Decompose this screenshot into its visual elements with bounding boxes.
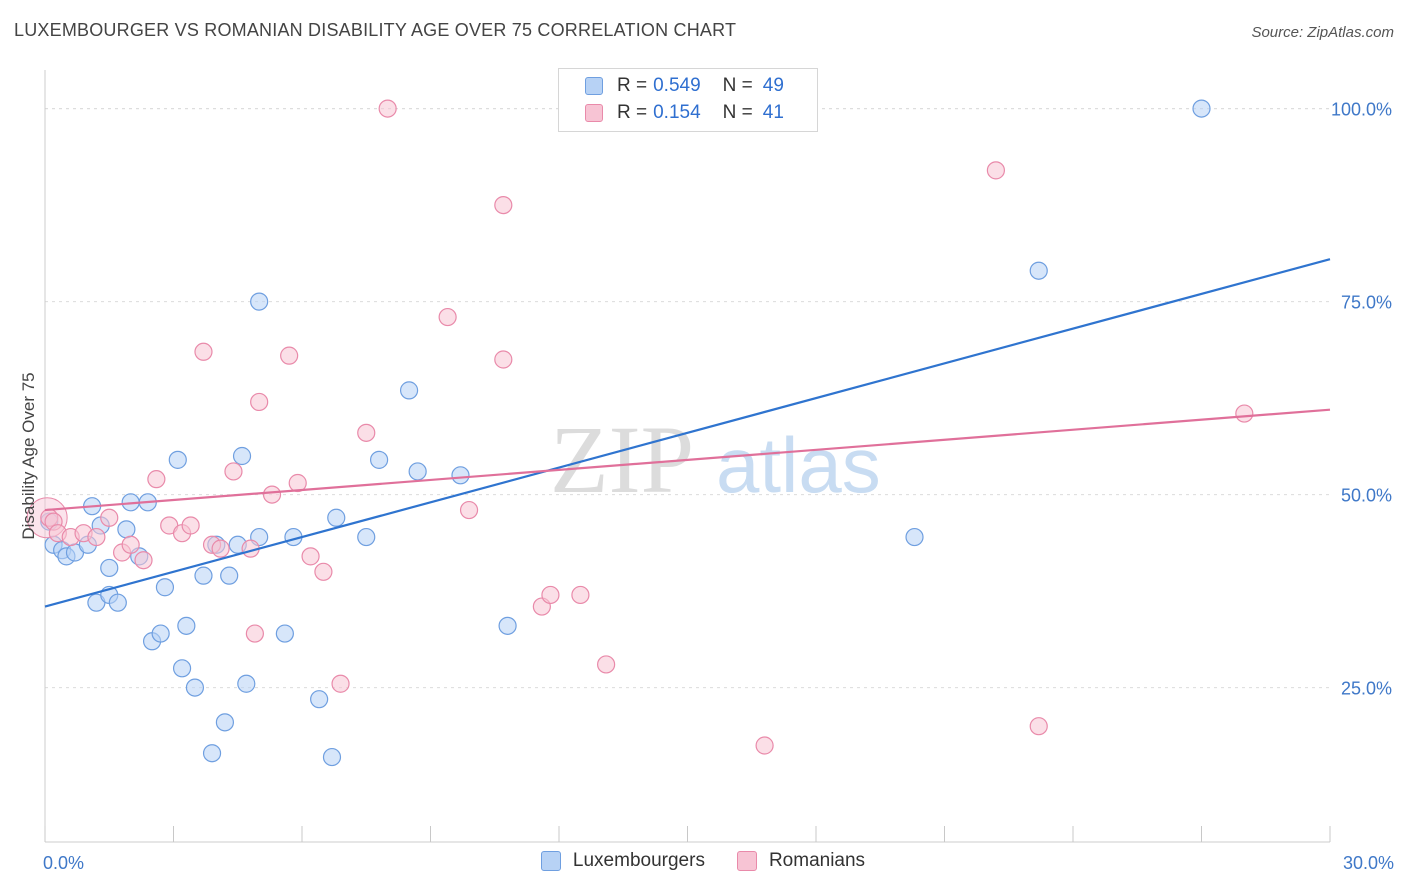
luxembourger-point bbox=[370, 450, 389, 469]
luxembourger-point bbox=[1029, 261, 1048, 280]
romanian-point bbox=[755, 736, 774, 755]
x-tick-label: 0.0% bbox=[43, 853, 84, 873]
romanian-point bbox=[301, 547, 320, 566]
n-value: 49 bbox=[762, 75, 784, 96]
luxembourger-point bbox=[357, 527, 376, 547]
romanian-point bbox=[314, 562, 333, 581]
luxembourger-point bbox=[237, 674, 256, 693]
luxembourger-point bbox=[451, 466, 470, 485]
romanian-point bbox=[459, 500, 479, 520]
source-credit: Source: ZipAtlas.com bbox=[1251, 24, 1394, 41]
romanian-point bbox=[986, 161, 1006, 180]
romanian-point bbox=[280, 346, 299, 365]
luxembourger-point bbox=[108, 593, 127, 612]
luxembourger-point bbox=[185, 678, 205, 697]
romanian-point bbox=[181, 516, 200, 535]
y-tick-label: 50.0% bbox=[1341, 486, 1392, 506]
luxembourger-point bbox=[194, 566, 213, 585]
luxembourger-point bbox=[408, 462, 427, 481]
chart-title: LUXEMBOURGER VS ROMANIAN DISABILITY AGE … bbox=[14, 20, 737, 40]
r-label: R = bbox=[617, 75, 648, 96]
romanian-point bbox=[1235, 404, 1254, 423]
r-label: R = bbox=[617, 102, 648, 123]
luxembourger-trend-line bbox=[44, 258, 1331, 608]
romanians-swatch bbox=[736, 851, 757, 871]
romanian-point bbox=[541, 585, 560, 605]
romanian-point bbox=[147, 470, 166, 489]
luxembourger-point bbox=[117, 520, 136, 539]
n-label: N = bbox=[722, 102, 753, 123]
n-label: N = bbox=[722, 75, 753, 96]
romanian-point bbox=[438, 307, 457, 327]
luxembourger-point bbox=[310, 690, 329, 709]
legend-label: Luxembourgers bbox=[572, 850, 705, 871]
romanian-point bbox=[288, 473, 307, 493]
watermark: ZIP atlas bbox=[550, 406, 881, 513]
tick-labels: 25.0% 50.0% 75.0% 100.0% 0.0% 30.0% bbox=[43, 100, 1394, 873]
romanian-point bbox=[494, 196, 513, 215]
trend-lines bbox=[44, 258, 1331, 608]
stats-legend: R = 0.549 N = 49 R = 0.154 N = 41 bbox=[558, 68, 818, 132]
axes bbox=[44, 70, 1331, 843]
romanian-point bbox=[194, 342, 213, 361]
luxembourger-point bbox=[151, 624, 170, 643]
luxembourger-point bbox=[399, 381, 419, 400]
romanian-point bbox=[571, 585, 590, 605]
luxembourger-point bbox=[322, 747, 342, 767]
romanian-point bbox=[1029, 717, 1048, 736]
romanian-point bbox=[494, 350, 513, 369]
n-value: 41 bbox=[762, 102, 784, 123]
y-tick-label: 25.0% bbox=[1341, 679, 1392, 699]
r-value: 0.154 bbox=[653, 102, 701, 123]
luxembourger-point bbox=[215, 713, 234, 732]
legend-item-luxembourgers[interactable]: Luxembourgers bbox=[540, 850, 705, 872]
legend-item-romanians[interactable]: Romanians bbox=[736, 850, 866, 872]
romanian-point bbox=[250, 392, 269, 412]
romanian-point bbox=[597, 655, 616, 674]
romanian-point bbox=[87, 527, 106, 547]
romanians-swatch bbox=[585, 104, 603, 122]
luxembourger-point bbox=[220, 566, 239, 585]
legend-label: Romanians bbox=[768, 850, 866, 871]
luxembourger-point bbox=[172, 659, 192, 678]
watermark-zip: ZIP bbox=[550, 406, 694, 513]
romanian-point bbox=[378, 99, 397, 118]
romanian-point bbox=[262, 485, 282, 504]
y-tick-label: 75.0% bbox=[1341, 293, 1392, 313]
luxembourgers-swatch bbox=[585, 77, 603, 95]
luxembourger-point bbox=[1192, 99, 1211, 118]
luxembourger-point bbox=[168, 450, 187, 469]
romanian-point bbox=[224, 462, 243, 481]
series-legend: Luxembourgers Romanians bbox=[0, 850, 1406, 872]
series-romanians-points bbox=[26, 99, 1254, 755]
romanian-point bbox=[357, 423, 376, 442]
luxembourger-point bbox=[177, 616, 196, 635]
r-value: 0.549 bbox=[653, 75, 701, 96]
y-axis-label: Disability Age Over 75 bbox=[19, 372, 38, 539]
romanian-point bbox=[100, 508, 119, 527]
romanian-trend-line bbox=[44, 408, 1331, 512]
luxembourger-point bbox=[202, 744, 222, 763]
luxembourger-point bbox=[100, 558, 119, 578]
luxembourger-point bbox=[498, 616, 517, 635]
luxembourger-point bbox=[327, 508, 346, 527]
romanian-point bbox=[331, 674, 350, 693]
luxembourger-point bbox=[905, 527, 924, 547]
romanian-point bbox=[245, 624, 264, 643]
x-tick-label: 30.0% bbox=[1343, 853, 1394, 873]
luxembourger-point bbox=[275, 624, 294, 643]
luxembourgers-swatch bbox=[540, 851, 561, 871]
romanian-point bbox=[121, 535, 140, 554]
romanian-point bbox=[134, 551, 153, 570]
watermark-atlas: atlas bbox=[716, 421, 881, 509]
stats-legend-row-romanians: R = 0.154 N = 41 bbox=[585, 100, 784, 126]
luxembourger-point bbox=[250, 292, 269, 311]
y-tick-label: 100.0% bbox=[1331, 100, 1392, 120]
gridlines bbox=[45, 108, 1330, 689]
stats-legend-row-luxembourgers: R = 0.549 N = 49 bbox=[585, 73, 784, 99]
luxembourger-point bbox=[155, 578, 175, 597]
luxembourger-point bbox=[232, 446, 252, 466]
romanian-point bbox=[211, 539, 230, 558]
